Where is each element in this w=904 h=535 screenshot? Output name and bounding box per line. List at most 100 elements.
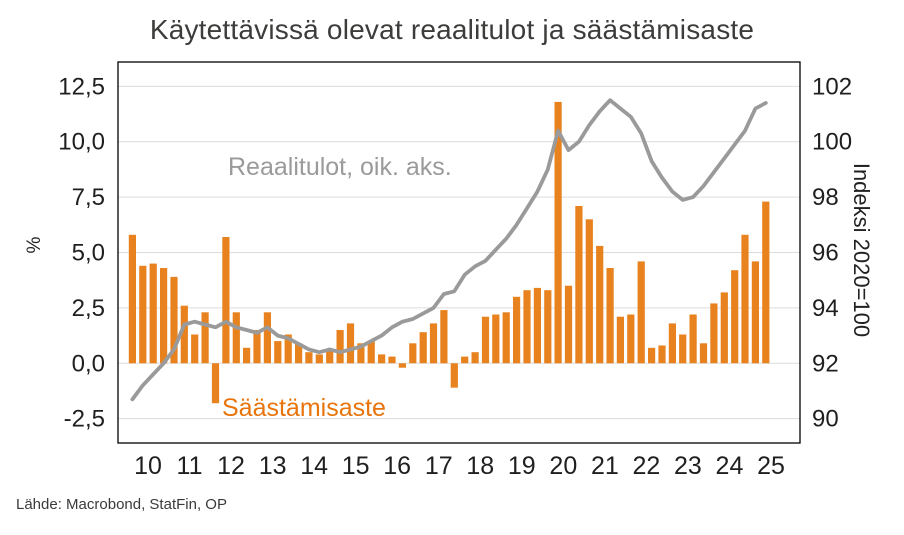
- bar: [180, 305, 188, 364]
- bar: [326, 350, 334, 364]
- bar: [139, 265, 147, 364]
- x-axis-tick-label: 10: [134, 452, 162, 480]
- bar: [689, 314, 697, 364]
- bar: [232, 312, 240, 364]
- bar: [523, 290, 531, 364]
- right-axis-tick-label: 96: [812, 240, 839, 267]
- bar: [450, 363, 458, 388]
- bar: [367, 341, 375, 364]
- source-note: Lähde: Macrobond, StatFin, OP: [16, 496, 227, 513]
- bar: [762, 201, 770, 364]
- x-axis-tick-label: 14: [300, 452, 328, 480]
- bar: [305, 352, 313, 364]
- bar: [284, 334, 292, 364]
- chart-title: Käytettävissä olevat reaalitulot ja sääs…: [149, 14, 755, 45]
- right-axis-tick-label: 100: [812, 129, 852, 156]
- bar: [533, 287, 541, 364]
- plot-border: [117, 61, 801, 444]
- bar: [419, 332, 427, 364]
- left-axis-tick-label: 7,5: [72, 184, 105, 211]
- bar: [658, 345, 666, 364]
- bar: [160, 268, 168, 364]
- bar-annotation: Säästämisaste: [222, 394, 386, 422]
- bar: [606, 268, 614, 364]
- bar: [170, 276, 178, 364]
- bar: [575, 206, 583, 364]
- x-axis-tick-label: 20: [549, 452, 577, 480]
- bar: [211, 363, 220, 404]
- bar: [502, 312, 510, 364]
- left-axis-tick-label: 12,5: [58, 73, 105, 100]
- x-axis-tick-label: 15: [342, 452, 370, 480]
- bar: [668, 323, 676, 364]
- left-axis-tick-label: 0,0: [72, 350, 105, 377]
- bar: [461, 356, 469, 364]
- left-axis-title: %: [24, 236, 45, 254]
- bar: [263, 312, 271, 364]
- bar: [191, 334, 199, 364]
- bar: [585, 219, 593, 364]
- x-axis-tick-label: 19: [508, 452, 536, 480]
- right-axis-tick-label: 102: [812, 73, 852, 100]
- bar: [398, 363, 406, 368]
- bar: [336, 330, 344, 364]
- bar: [346, 323, 355, 364]
- bar: [627, 314, 635, 364]
- x-axis-tick-label: 21: [591, 452, 619, 480]
- bar: [710, 303, 718, 364]
- bar: [648, 347, 656, 364]
- bar: [544, 290, 552, 364]
- bar: [596, 245, 604, 364]
- right-axis-title: Indeksi 2020=100: [849, 162, 874, 338]
- bar: [128, 234, 136, 364]
- x-axis-tick-label: 23: [674, 452, 702, 480]
- trend-line: [130, 98, 768, 402]
- x-axis-tick-label: 16: [383, 452, 411, 480]
- x-axis-tick-label: 18: [466, 452, 494, 480]
- right-axis-tick-label: 90: [812, 406, 839, 433]
- bar: [513, 296, 521, 364]
- x-axis-tick-label: 13: [259, 452, 287, 480]
- right-axis-tick-label: 94: [812, 295, 839, 322]
- bar: [440, 310, 448, 364]
- x-axis-tick-label: 22: [632, 452, 660, 480]
- left-axis-tick-label: 5,0: [72, 240, 105, 267]
- left-axis-tick-label: 10,0: [58, 129, 105, 156]
- bar: [554, 101, 562, 364]
- x-axis-tick-label: 25: [757, 452, 785, 480]
- bar: [222, 237, 230, 364]
- left-axis-tick-label: -2,5: [64, 406, 105, 433]
- bar: [243, 347, 251, 364]
- bar: [564, 285, 573, 364]
- bar: [699, 343, 708, 364]
- bar: [471, 352, 479, 364]
- bar: [741, 234, 749, 364]
- bar: [295, 343, 303, 364]
- x-axis-tick-label: 17: [425, 452, 453, 480]
- bar: [409, 343, 417, 364]
- bar: [274, 341, 282, 364]
- bar: [751, 261, 759, 364]
- bar: [357, 343, 365, 364]
- bar: [149, 263, 157, 364]
- bar: [481, 316, 490, 364]
- bar: [492, 314, 500, 364]
- bar: [315, 354, 323, 364]
- x-axis-tick-label: 12: [217, 452, 245, 480]
- x-axis-tick-label: 24: [716, 452, 744, 480]
- bar: [637, 261, 645, 364]
- bar: [253, 330, 261, 364]
- bar: [429, 323, 438, 364]
- bar: [616, 316, 624, 364]
- bar: [388, 356, 396, 364]
- right-axis-tick-label: 98: [812, 184, 839, 211]
- line-annotation: Reaalitulot, oik. aks.: [228, 153, 452, 181]
- left-axis-tick-label: 2,5: [72, 295, 105, 322]
- bar: [731, 270, 739, 364]
- bar: [201, 312, 209, 364]
- bar: [720, 292, 728, 364]
- bar: [378, 354, 386, 364]
- x-axis-tick-label: 11: [177, 452, 203, 480]
- right-axis-tick-label: 92: [812, 350, 839, 377]
